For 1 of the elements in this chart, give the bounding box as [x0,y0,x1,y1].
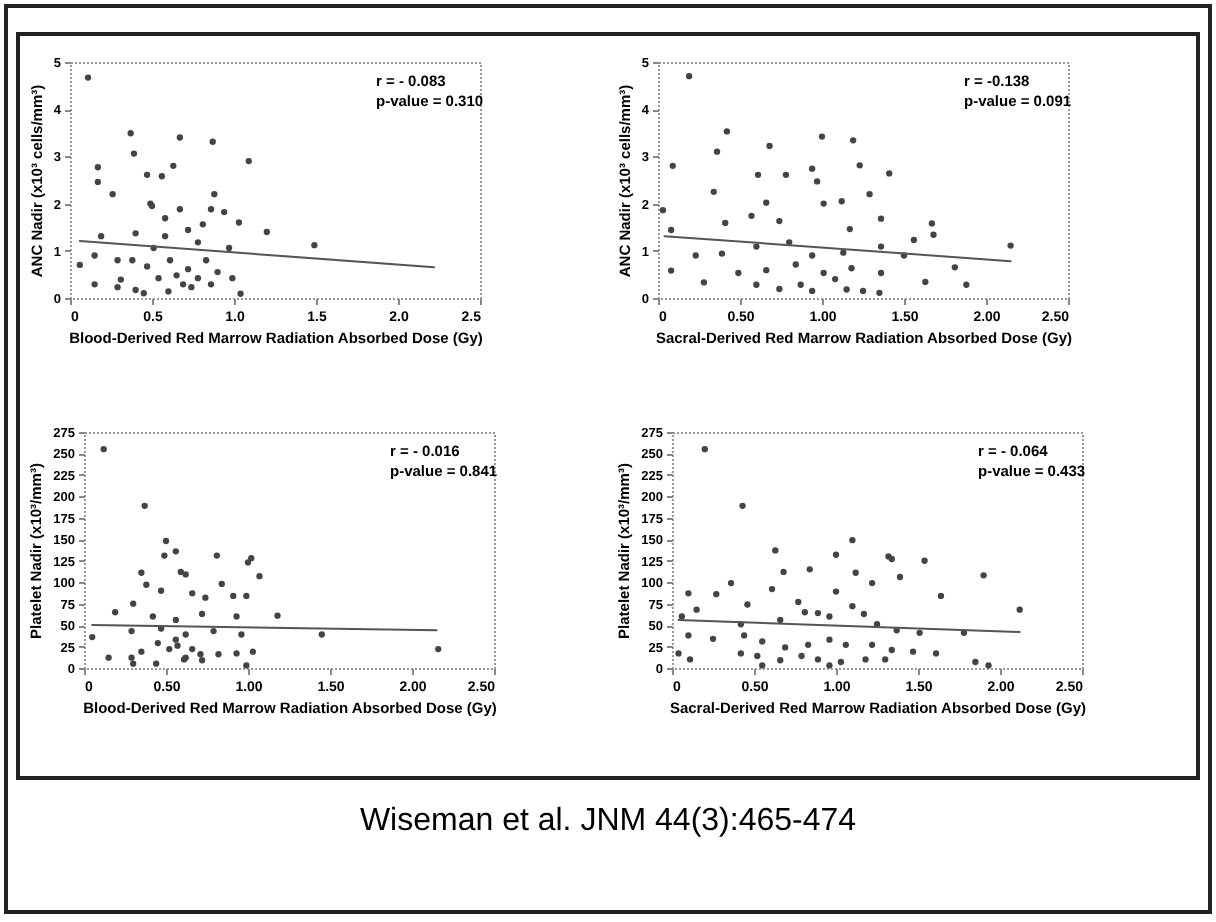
text: Wiseman et al. JNM 44(3):465-474 [357,804,859,840]
